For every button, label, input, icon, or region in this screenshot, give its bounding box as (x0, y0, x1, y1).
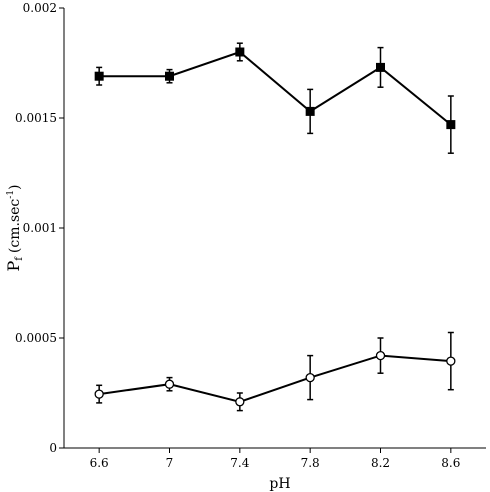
x-tick-label: 7.8 (301, 456, 320, 470)
series-line (99, 354, 451, 403)
x-axis-title: pH (269, 476, 290, 492)
data-point (305, 106, 315, 116)
series-1 (94, 42, 456, 154)
x-tick-label: 7.4 (230, 456, 249, 470)
x-tick-label: 7 (166, 456, 174, 470)
data-point (376, 62, 385, 72)
y-axis-title-sup: -1 (6, 190, 16, 199)
series-layer (94, 42, 456, 412)
y-axis-title-unit: (cm.sec (7, 199, 23, 253)
y-tick-label: 0.0015 (15, 111, 57, 125)
y-axis-ticks: 0 0.0005 0.001 0.0015 0.002 (15, 1, 64, 455)
data-point (235, 397, 245, 407)
data-point (94, 389, 104, 399)
axes (63, 8, 486, 449)
y-tick-label: 0.002 (23, 1, 57, 15)
y-axis-title: Pf (cm.sec-1) (4, 184, 25, 271)
x-tick-label: 8.6 (441, 456, 460, 470)
series-line (99, 50, 452, 126)
y-axis-title-main: P (4, 261, 23, 272)
data-point (165, 71, 174, 81)
x-tick-label: 8.2 (371, 456, 390, 470)
data-point (235, 47, 245, 57)
data-point (164, 379, 175, 389)
y-axis-title-close: ) (7, 184, 23, 189)
data-point (94, 71, 104, 81)
data-point (375, 350, 386, 361)
x-tick-label: 6.6 (90, 456, 109, 470)
y-tick-label: 0 (49, 441, 57, 455)
y-tick-label: 0.001 (23, 221, 57, 235)
y-tick-label: 0.0005 (15, 331, 57, 345)
series-2 (94, 331, 456, 412)
data-point (446, 356, 456, 366)
x-axis-ticks: 6.6 7 7.4 7.8 8.2 8.6 (90, 448, 460, 470)
data-point (446, 120, 456, 130)
y-axis-title-sub: f (14, 256, 25, 261)
data-point (305, 372, 315, 383)
